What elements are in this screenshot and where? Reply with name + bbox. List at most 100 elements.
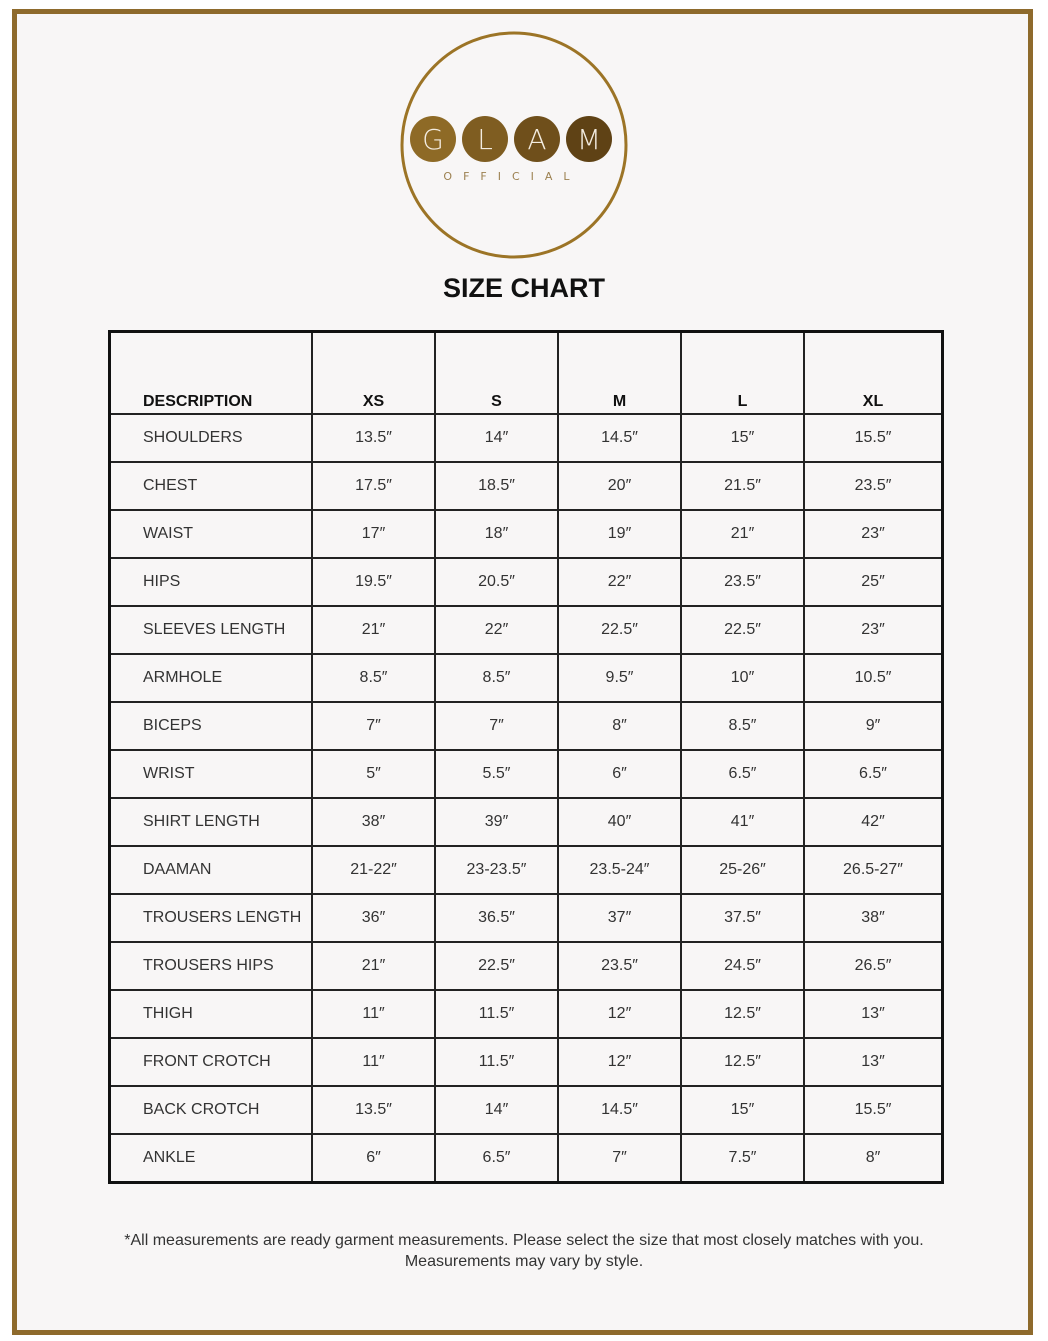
measurement-value: 15″ <box>680 1085 805 1135</box>
measurement-value: 5″ <box>311 749 436 799</box>
measurement-value: 18.5″ <box>434 461 559 511</box>
measurement-value: 8.5″ <box>680 701 805 751</box>
measurement-value: 41″ <box>680 797 805 847</box>
measurement-value: 9″ <box>803 701 944 751</box>
table-row: WRIST 5″ 5.5″ 6″ 6.5″ 6.5″ <box>108 749 944 799</box>
table-row: THIGH 11″ 11.5″ 12″ 12.5″ 13″ <box>108 989 944 1039</box>
measurement-value: 42″ <box>803 797 944 847</box>
measurement-value: 6.5″ <box>680 749 805 799</box>
measurement-value: 13.5″ <box>311 1085 436 1135</box>
measurement-value: 19.5″ <box>311 557 436 607</box>
measurement-value: 12.5″ <box>680 1037 805 1087</box>
column-header-size: L <box>680 330 805 415</box>
measurement-value: 12″ <box>557 989 682 1039</box>
measurement-value: 13″ <box>803 989 944 1039</box>
measurement-value: 17″ <box>311 509 436 559</box>
measurement-value: 15″ <box>680 413 805 463</box>
measurement-value: 23″ <box>803 605 944 655</box>
measurement-value: 10.5″ <box>803 653 944 703</box>
measurement-label: SLEEVES LENGTH <box>108 605 313 655</box>
measurement-value: 23.5-24″ <box>557 845 682 895</box>
measurement-value: 25-26″ <box>680 845 805 895</box>
measurement-value: 14.5″ <box>557 1085 682 1135</box>
logo-subtitle: OFFICIAL <box>443 170 580 183</box>
measurement-label: BACK CROTCH <box>108 1085 313 1135</box>
measurement-value: 21.5″ <box>680 461 805 511</box>
measurement-value: 20″ <box>557 461 682 511</box>
measurement-value: 36″ <box>311 893 436 943</box>
column-header-size: XL <box>803 330 944 415</box>
measurement-value: 21-22″ <box>311 845 436 895</box>
measurement-value: 11.5″ <box>434 1037 559 1087</box>
measurement-label: THIGH <box>108 989 313 1039</box>
measurement-value: 38″ <box>803 893 944 943</box>
measurement-value: 9.5″ <box>557 653 682 703</box>
measurement-value: 38″ <box>311 797 436 847</box>
measurement-value: 12″ <box>557 1037 682 1087</box>
measurement-label: SHOULDERS <box>108 413 313 463</box>
measurement-value: 21″ <box>311 605 436 655</box>
measurement-value: 21″ <box>680 509 805 559</box>
logo-letter: G <box>422 123 444 156</box>
measurement-value: 13.5″ <box>311 413 436 463</box>
measurement-label: HIPS <box>108 557 313 607</box>
column-header-size: S <box>434 330 559 415</box>
measurement-label: TROUSERS HIPS <box>108 941 313 991</box>
measurement-value: 8″ <box>557 701 682 751</box>
table-row: BICEPS 7″ 7″ 8″ 8.5″ 9″ <box>108 701 944 751</box>
measurement-value: 40″ <box>557 797 682 847</box>
measurement-label: FRONT CROTCH <box>108 1037 313 1087</box>
table-row: DAAMAN 21-22″ 23-23.5″ 23.5-24″ 25-26″ 26.5-2… <box>108 845 944 895</box>
measurement-value: 23-23.5″ <box>434 845 559 895</box>
measurement-value: 7″ <box>557 1133 682 1184</box>
logo-letter: A <box>527 123 546 156</box>
column-header-size: XS <box>311 330 436 415</box>
measurement-value: 7″ <box>311 701 436 751</box>
footnote-line-1: *All measurements are ready garment meas… <box>124 1232 924 1249</box>
measurement-value: 22″ <box>434 605 559 655</box>
measurement-label: TROUSERS LENGTH <box>108 893 313 943</box>
measurement-label: ANKLE <box>108 1133 313 1184</box>
table-row: FRONT CROTCH 11″ 11.5″ 12″ 12.5″ 13″ <box>108 1037 944 1087</box>
measurement-value: 37.5″ <box>680 893 805 943</box>
measurement-value: 36.5″ <box>434 893 559 943</box>
measurement-value: 8.5″ <box>311 653 436 703</box>
measurement-value: 19″ <box>557 509 682 559</box>
measurement-value: 14″ <box>434 413 559 463</box>
measurement-value: 13″ <box>803 1037 944 1087</box>
footnote-line-2: Measurements may vary by style. <box>404 1253 644 1270</box>
measurement-label: ARMHOLE <box>108 653 313 703</box>
measurement-label: WAIST <box>108 509 313 559</box>
measurement-value: 23″ <box>803 509 944 559</box>
measurement-label: CHEST <box>108 461 313 511</box>
table-row: HIPS 19.5″ 20.5″ 22″ 23.5″ 25″ <box>108 557 944 607</box>
measurement-value: 17.5″ <box>311 461 436 511</box>
measurement-value: 22″ <box>557 557 682 607</box>
table-row: TROUSERS HIPS 21″ 22.5″ 23.5″ 24.5″ 26.5″ <box>108 941 944 991</box>
size-chart-table: DESCRIPTION XS S M L XL SHOULDERS 13.5″ 14″ 14.5… <box>108 330 944 1184</box>
measurement-value: 11″ <box>311 989 436 1039</box>
measurement-value: 23.5″ <box>557 941 682 991</box>
measurement-value: 6″ <box>557 749 682 799</box>
table-row: BACK CROTCH 13.5″ 14″ 14.5″ 15″ 15.5″ <box>108 1085 944 1135</box>
measurement-value: 11.5″ <box>434 989 559 1039</box>
logo-letter: L <box>477 123 493 156</box>
measurement-value: 26.5″ <box>803 941 944 991</box>
measurement-value: 23.5″ <box>803 461 944 511</box>
table-row: ANKLE 6″ 6.5″ 7″ 7.5″ 8″ <box>108 1133 944 1184</box>
measurement-label: SHIRT LENGTH <box>108 797 313 847</box>
measurement-value: 14.5″ <box>557 413 682 463</box>
measurement-value: 8.5″ <box>434 653 559 703</box>
table-row: SHOULDERS 13.5″ 14″ 14.5″ 15″ 15.5″ <box>108 413 944 463</box>
measurement-value: 15.5″ <box>803 1085 944 1135</box>
measurement-value: 14″ <box>434 1085 559 1135</box>
measurement-value: 7″ <box>434 701 559 751</box>
measurement-value: 6.5″ <box>803 749 944 799</box>
measurement-label: BICEPS <box>108 701 313 751</box>
measurement-value: 10″ <box>680 653 805 703</box>
column-header-size: M <box>557 330 682 415</box>
table-row: CHEST 17.5″ 18.5″ 20″ 21.5″ 23.5″ <box>108 461 944 511</box>
measurement-value: 18″ <box>434 509 559 559</box>
table-row: ARMHOLE 8.5″ 8.5″ 9.5″ 10″ 10.5″ <box>108 653 944 703</box>
measurement-value: 23.5″ <box>680 557 805 607</box>
